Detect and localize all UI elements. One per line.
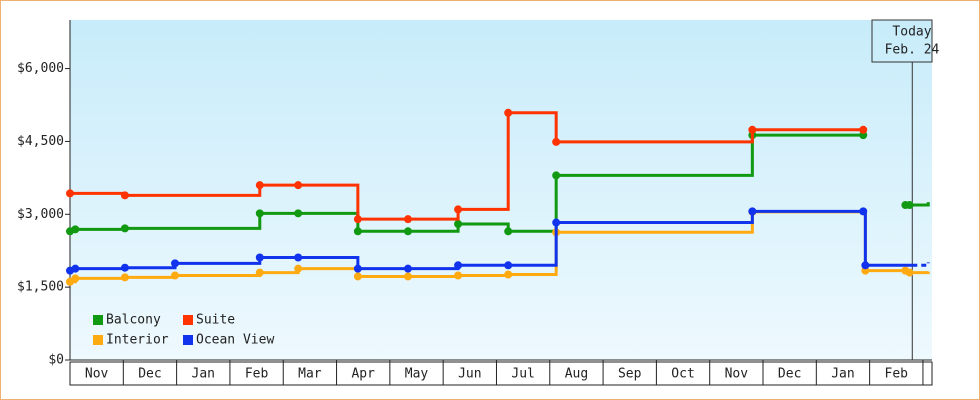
price-point	[255, 268, 264, 277]
step-segment	[909, 202, 930, 207]
x-tick-label: Feb	[245, 367, 269, 382]
price-point	[454, 205, 463, 214]
x-tick-label: Sep	[618, 367, 642, 382]
price-point	[861, 261, 870, 270]
x-tick-label: Jun	[458, 367, 481, 382]
x-tick-label: Jul	[511, 367, 534, 382]
price-point	[504, 270, 513, 279]
price-point	[504, 227, 513, 236]
x-tick-label: Dec	[778, 367, 801, 382]
legend-swatch	[183, 315, 193, 325]
price-point	[504, 261, 513, 270]
x-tick-label: Apr	[351, 367, 375, 382]
price-point	[71, 264, 80, 273]
today-label: Today	[892, 25, 931, 40]
price-point	[552, 171, 561, 180]
price-point	[454, 220, 463, 228]
x-tick-label: Feb	[885, 367, 909, 382]
legend-label: Ocean View	[196, 333, 274, 348]
price-point	[255, 209, 264, 218]
step-segment	[75, 227, 127, 231]
price-point	[120, 273, 129, 282]
price-point	[66, 189, 74, 198]
step-segment	[407, 274, 460, 278]
price-point	[552, 218, 561, 227]
step-segment	[458, 273, 510, 277]
price-point	[71, 225, 80, 234]
price-point	[403, 215, 412, 224]
step-segment	[909, 271, 930, 275]
x-tick-label: Jan	[192, 367, 215, 382]
y-tick-label: $0	[48, 353, 64, 368]
price-point	[353, 227, 362, 236]
price-point	[294, 253, 303, 262]
y-tick-label: $3,000	[17, 207, 64, 222]
price-point	[294, 264, 303, 273]
step-segment	[508, 222, 558, 267]
price-point	[403, 227, 412, 236]
price-point	[859, 125, 868, 134]
x-tick-label: Aug	[565, 367, 588, 382]
x-tick-label: Jan	[831, 367, 854, 382]
price-point	[454, 271, 463, 280]
price-point	[905, 268, 914, 277]
price-point	[454, 261, 463, 270]
y-tick-label: $4,500	[17, 134, 64, 149]
price-point	[353, 272, 362, 281]
legend-label: Suite	[196, 313, 235, 328]
price-point	[905, 201, 914, 210]
price-point	[353, 264, 362, 273]
today-box	[871, 19, 933, 63]
x-tick-label: May	[405, 367, 429, 382]
price-point	[504, 108, 513, 117]
price-point	[120, 191, 129, 200]
step-segment	[556, 129, 754, 144]
price-point	[294, 181, 303, 190]
y-tick-label: $1,500	[17, 280, 64, 295]
legend-swatch	[93, 315, 103, 325]
x-axis-band	[69, 361, 933, 386]
price-point	[748, 125, 757, 134]
price-point	[859, 207, 868, 216]
price-point	[294, 209, 303, 218]
x-tick-label: Nov	[85, 367, 109, 382]
price-point	[403, 264, 412, 273]
x-tick-label: Nov	[725, 367, 749, 382]
step-segment	[124, 213, 262, 230]
step-segment	[298, 183, 360, 220]
x-tick-label: Mar	[298, 367, 322, 382]
price-point	[353, 215, 362, 224]
x-tick-label: Dec	[138, 367, 161, 382]
x-tick-label: Oct	[671, 367, 694, 382]
price-point	[171, 259, 180, 268]
step-segment	[75, 267, 127, 271]
legend-swatch	[93, 335, 103, 345]
step-segment	[508, 111, 558, 142]
price-point	[748, 207, 757, 216]
price-point	[171, 271, 180, 280]
y-tick-label: $6,000	[17, 61, 64, 76]
price-point	[120, 224, 129, 233]
legend-label: Interior	[106, 333, 169, 348]
price-point	[255, 253, 264, 262]
price-point	[552, 137, 561, 146]
plot-area	[70, 20, 932, 360]
step-segment	[556, 135, 754, 177]
price-point	[255, 181, 264, 190]
price-point	[71, 274, 80, 283]
step-segment	[75, 276, 127, 280]
price-point	[120, 263, 129, 272]
price-point	[403, 272, 412, 281]
step-segment	[458, 112, 510, 211]
legend-swatch	[183, 335, 193, 345]
legend-label: Balcony	[106, 313, 161, 328]
today-label: Feb. 24	[885, 43, 940, 58]
